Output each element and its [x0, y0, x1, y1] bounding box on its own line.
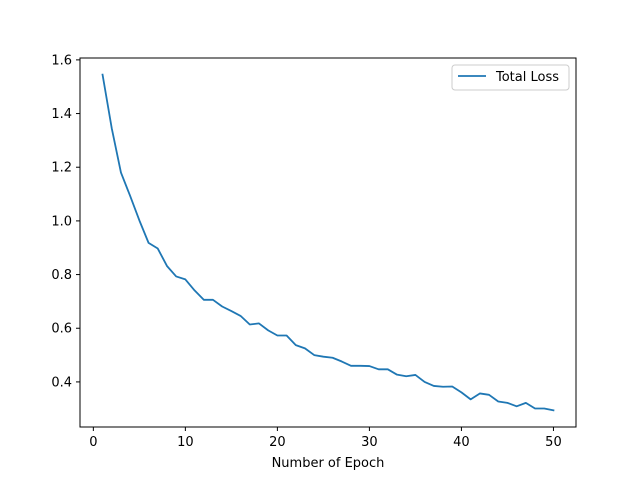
plot-background [80, 58, 576, 427]
x-axis-ticks: 0 10 20 30 40 50 [89, 427, 562, 450]
y-tick-label: 1.0 [51, 214, 72, 229]
x-tick-label: 40 [453, 435, 470, 450]
y-tick-label: 1.6 [51, 53, 72, 68]
series-line-total-loss [101, 73, 555, 412]
legend-box [451, 64, 570, 91]
x-tick-label: 30 [361, 435, 378, 450]
y-tick-label: 1.4 [51, 107, 72, 122]
legend: Total Loss [451, 64, 570, 91]
y-tick-label: 0.6 [51, 322, 72, 337]
plot-frame [79, 57, 577, 428]
y-tick-label: 1.2 [51, 161, 72, 176]
y-tick-label: 0.8 [51, 268, 72, 283]
x-axis-label: Number of Epoch [272, 456, 385, 471]
legend-label: Total Loss [495, 70, 559, 85]
x-tick-label: 20 [269, 435, 286, 450]
x-tick-label: 0 [89, 435, 97, 450]
y-axis-ticks: 0.4 0.6 0.8 1.0 1.2 1.4 1.6 [51, 53, 80, 390]
series-layer [101, 73, 555, 412]
x-tick-label: 10 [177, 435, 194, 450]
y-tick-label: 0.4 [51, 375, 72, 390]
x-tick-label: 50 [545, 435, 562, 450]
